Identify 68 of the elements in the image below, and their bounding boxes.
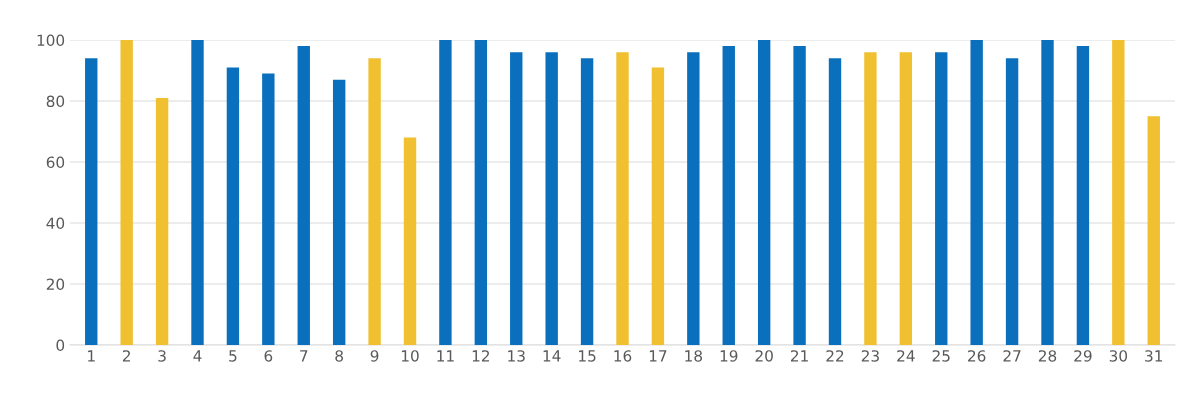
bar bbox=[545, 52, 558, 345]
bar bbox=[439, 40, 452, 345]
y-tick-label: 80 bbox=[46, 95, 65, 108]
bar bbox=[155, 97, 169, 345]
x-tick-label: 12 bbox=[472, 350, 490, 362]
x-tick-label: 30 bbox=[1109, 350, 1128, 362]
bar bbox=[403, 137, 417, 345]
bar bbox=[687, 52, 700, 345]
x-tick-label: 1 bbox=[88, 350, 95, 362]
x-tick-label: 20 bbox=[755, 350, 773, 362]
x-tick-label: 3 bbox=[158, 350, 166, 362]
bar bbox=[757, 40, 771, 345]
x-tick-label: 9 bbox=[370, 350, 379, 362]
x-tick-label: 23 bbox=[861, 350, 879, 362]
bar bbox=[510, 52, 523, 345]
bar bbox=[899, 52, 913, 345]
bar bbox=[970, 40, 983, 345]
x-tick-label: 25 bbox=[932, 350, 950, 362]
bar bbox=[1005, 58, 1019, 345]
bar bbox=[262, 73, 275, 345]
x-tick-label: 2 bbox=[122, 350, 130, 362]
bar bbox=[226, 67, 240, 345]
x-tick-label: 8 bbox=[335, 350, 343, 362]
x-tick-label: 17 bbox=[649, 350, 667, 362]
bar bbox=[1041, 40, 1054, 345]
bar bbox=[1147, 116, 1160, 345]
bar bbox=[120, 40, 133, 345]
bar bbox=[85, 58, 98, 345]
x-tick-label: 7 bbox=[300, 350, 308, 362]
y-tick-label: 40 bbox=[46, 217, 65, 230]
y-tick-label: 100 bbox=[37, 34, 65, 47]
bar bbox=[474, 40, 488, 345]
x-tick-label: 16 bbox=[614, 350, 632, 362]
x-tick-label: 14 bbox=[543, 350, 561, 362]
x-tick-label: 11 bbox=[437, 350, 454, 362]
bar bbox=[580, 58, 594, 345]
bar bbox=[935, 52, 948, 345]
bar bbox=[1076, 46, 1090, 345]
x-tick-label: 31 bbox=[1145, 350, 1163, 362]
x-tick-label: 26 bbox=[968, 350, 986, 362]
x-tick-label: 18 bbox=[685, 350, 703, 362]
bar bbox=[864, 52, 877, 345]
bar bbox=[616, 52, 629, 345]
x-tick-label: 19 bbox=[720, 350, 738, 362]
x-tick-label: 15 bbox=[579, 350, 596, 362]
x-tick-label: 6 bbox=[264, 350, 273, 362]
x-tick-label: 28 bbox=[1038, 350, 1057, 362]
bar bbox=[297, 46, 310, 345]
bar bbox=[651, 67, 665, 345]
bar bbox=[793, 46, 806, 345]
x-tick-label: 22 bbox=[826, 350, 844, 362]
y-tick-label: 20 bbox=[46, 278, 65, 291]
x-tick-label: 10 bbox=[401, 350, 419, 362]
x-tick-label: 4 bbox=[193, 350, 202, 362]
bar bbox=[1112, 40, 1125, 345]
y-tick-label: 0 bbox=[56, 339, 65, 352]
x-tick-label: 13 bbox=[508, 350, 525, 362]
x-tick-label: 24 bbox=[897, 350, 915, 362]
bar bbox=[722, 46, 735, 345]
bar bbox=[368, 58, 381, 345]
x-tick-label: 29 bbox=[1074, 350, 1092, 362]
bar bbox=[191, 40, 204, 345]
bar bbox=[828, 58, 842, 345]
x-tick-label: 27 bbox=[1003, 350, 1021, 362]
y-tick-label: 60 bbox=[46, 156, 65, 169]
bar bbox=[332, 79, 346, 345]
x-tick-label: 5 bbox=[229, 350, 237, 362]
x-tick-label: 21 bbox=[790, 350, 808, 362]
